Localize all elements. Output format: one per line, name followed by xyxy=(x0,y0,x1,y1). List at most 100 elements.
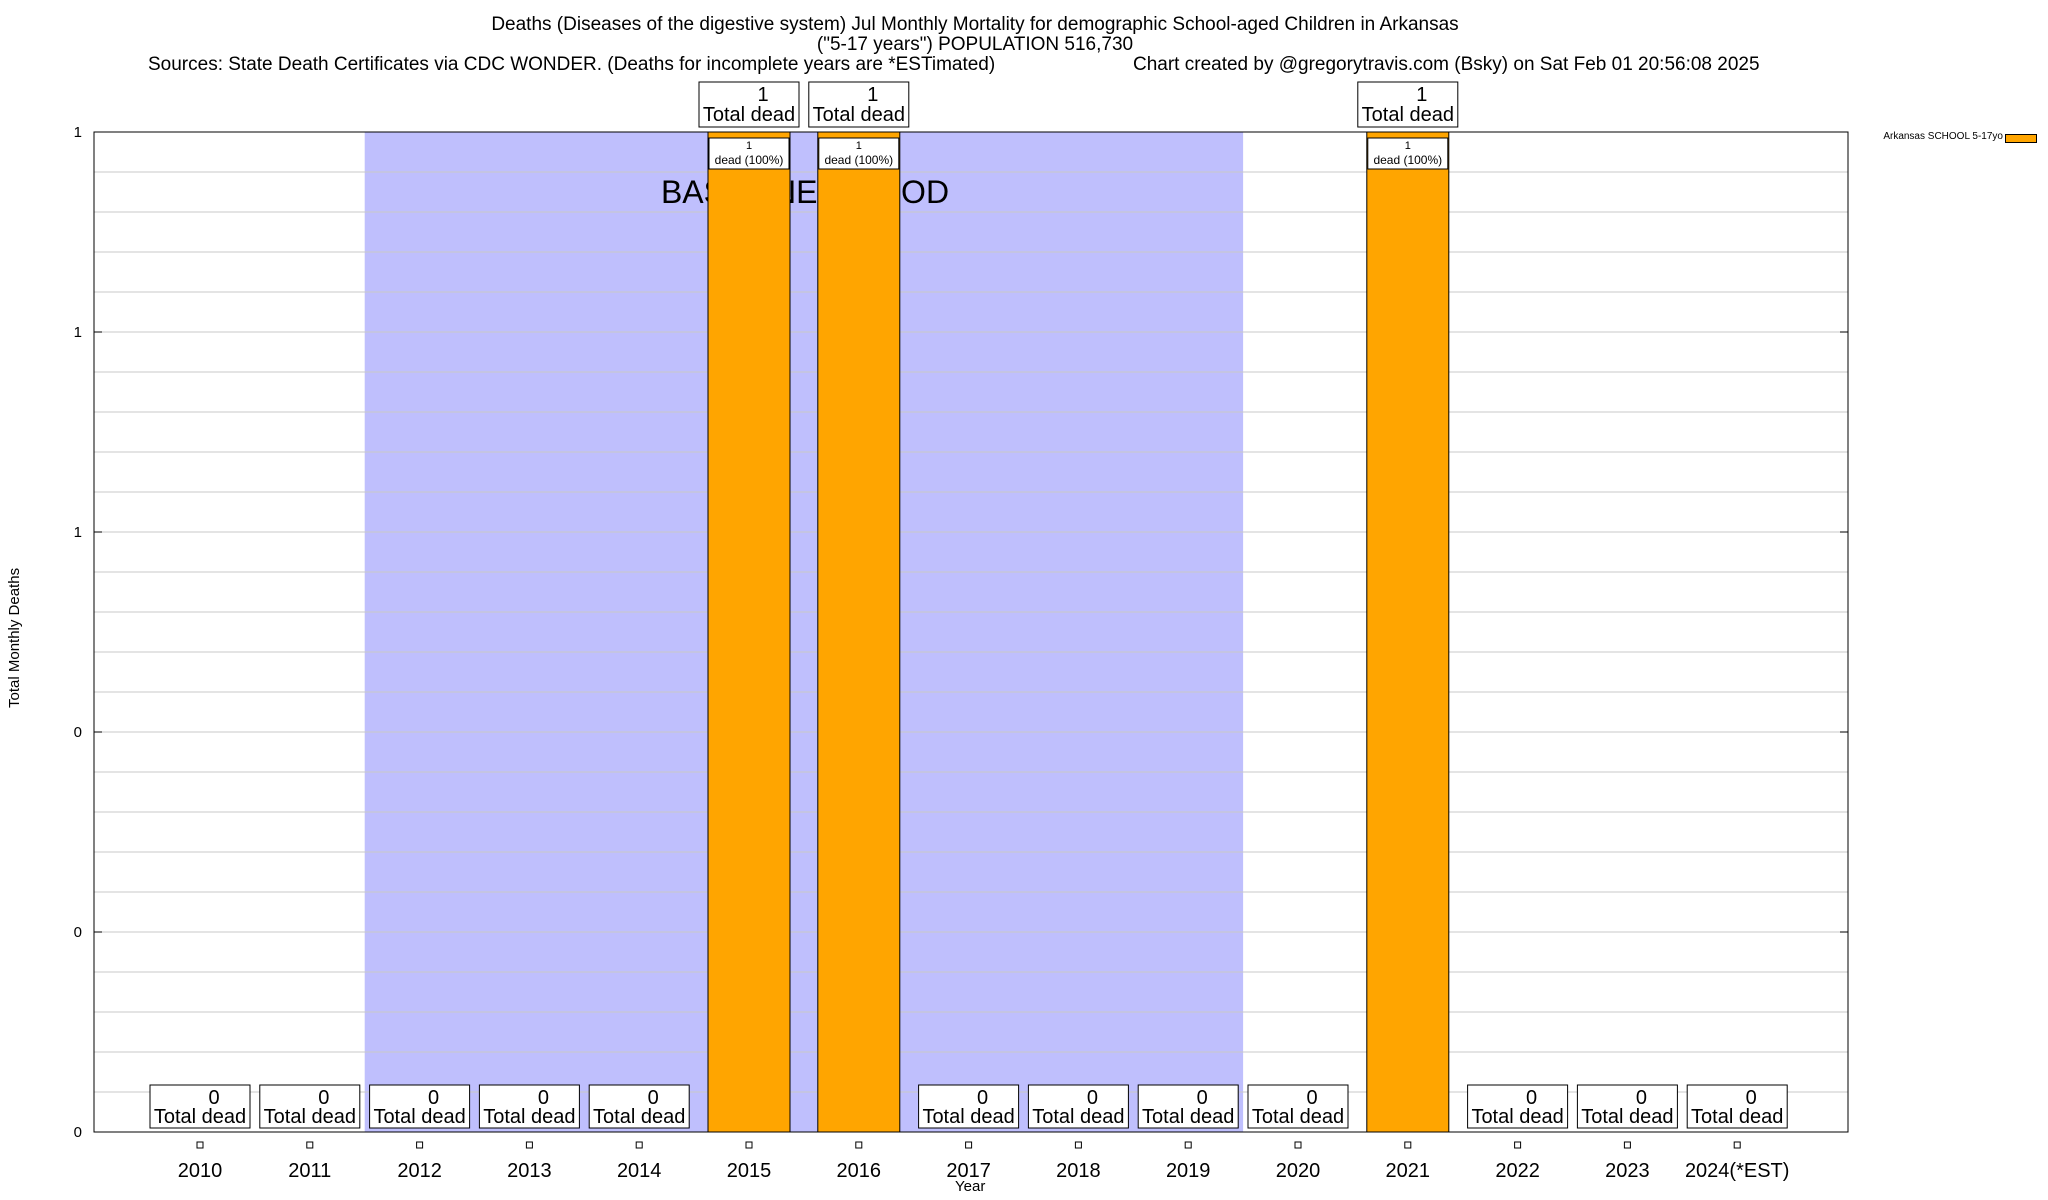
x-tick-marker xyxy=(306,1141,314,1149)
total-label-text: Total dead xyxy=(813,104,905,126)
total-label-text: Total dead xyxy=(1362,104,1454,126)
total-label-count: 0 xyxy=(318,1087,329,1109)
x-tick-marker xyxy=(635,1141,643,1149)
total-label-text: Total dead xyxy=(1581,1106,1673,1128)
bar xyxy=(707,131,791,1133)
x-tick-marker xyxy=(965,1141,973,1149)
bar-label-box xyxy=(818,137,900,170)
total-label-text: Total dead xyxy=(703,104,795,126)
total-label-count: 0 xyxy=(1746,1087,1757,1109)
bar-label-percent: dead (100%) xyxy=(824,153,893,167)
x-tick-marker xyxy=(855,1141,863,1149)
x-tick-marker xyxy=(1623,1141,1631,1149)
total-label-count: 0 xyxy=(1306,1087,1317,1109)
total-label-text: Total dead xyxy=(922,1106,1014,1128)
bar xyxy=(1366,131,1450,1133)
x-tick-marker xyxy=(1404,1141,1412,1149)
total-label-text: Total dead xyxy=(593,1106,685,1128)
x-tick-marker xyxy=(1514,1141,1522,1149)
y-tick-label: 1 xyxy=(74,524,82,541)
x-tick-label: 2019 xyxy=(1166,1160,1211,1182)
y-tick-label: 1 xyxy=(74,324,82,341)
x-tick-label: 2016 xyxy=(837,1160,882,1182)
total-label-count: 1 xyxy=(867,84,878,106)
total-label-count: 0 xyxy=(1087,1087,1098,1109)
x-tick-marker xyxy=(525,1141,533,1149)
chart-credit: Chart created by @gregorytravis.com (Bsk… xyxy=(1133,54,1760,75)
total-label-text: Total dead xyxy=(264,1106,356,1128)
y-axis-label: Total Monthly Deaths xyxy=(6,567,23,708)
total-label-box xyxy=(698,81,800,128)
y-tick-label: 0 xyxy=(74,1124,82,1141)
x-tick-marker xyxy=(416,1141,424,1149)
legend-swatch xyxy=(2005,134,2037,143)
x-tick-label: 2022 xyxy=(1495,1160,1540,1182)
total-label-box xyxy=(149,1084,251,1129)
total-label-box xyxy=(588,1084,690,1129)
total-label-box xyxy=(918,1084,1020,1129)
total-label-text: Total dead xyxy=(1252,1106,1344,1128)
x-tick-marker xyxy=(1074,1141,1082,1149)
total-label-text: Total dead xyxy=(154,1106,246,1128)
total-label-count: 0 xyxy=(428,1087,439,1109)
total-label-box xyxy=(259,1084,361,1129)
x-tick-marker xyxy=(196,1141,204,1149)
x-axis-label: Year xyxy=(955,1178,986,1195)
total-label-count: 0 xyxy=(538,1087,549,1109)
total-label-text: Total dead xyxy=(1142,1106,1234,1128)
total-label-box xyxy=(808,81,910,128)
total-label-count: 0 xyxy=(1636,1087,1647,1109)
total-label-box xyxy=(1137,1084,1239,1129)
bar-label-percent: dead (100%) xyxy=(1373,153,1442,167)
total-label-box xyxy=(1247,1084,1349,1129)
x-tick-label: 2010 xyxy=(178,1160,223,1182)
total-label-count: 0 xyxy=(208,1087,219,1109)
baseline-period-band xyxy=(364,132,1244,1132)
x-tick-marker xyxy=(1184,1141,1192,1149)
total-label-text: Total dead xyxy=(1691,1106,1783,1128)
bar-label-box xyxy=(1367,137,1449,170)
x-tick-label: 2024(*EST) xyxy=(1685,1160,1790,1182)
total-label-count: 0 xyxy=(977,1087,988,1109)
x-tick-label: 2023 xyxy=(1605,1160,1650,1182)
x-tick-label: 2013 xyxy=(507,1160,552,1182)
bar-label-count: 1 xyxy=(1405,140,1411,152)
bar-label-percent: dead (100%) xyxy=(715,153,784,167)
baseline-period-label: BASELINE PERIOD xyxy=(661,174,949,210)
bar-label-count: 1 xyxy=(746,140,752,152)
total-label-box xyxy=(1027,1084,1129,1129)
bar xyxy=(817,131,901,1133)
total-label-count: 1 xyxy=(757,84,768,106)
x-tick-marker xyxy=(1294,1141,1302,1149)
x-tick-label: 2015 xyxy=(727,1160,772,1182)
legend-label: Arkansas SCHOOL 5-17yo xyxy=(1883,131,2003,142)
x-tick-marker xyxy=(745,1141,753,1149)
total-label-box xyxy=(478,1084,580,1129)
plot-border xyxy=(93,131,1849,1133)
total-label-box xyxy=(1576,1084,1678,1129)
x-tick-label: 2017 xyxy=(946,1160,991,1182)
x-tick-marker xyxy=(1733,1141,1741,1149)
total-label-text: Total dead xyxy=(483,1106,575,1128)
total-label-text: Total dead xyxy=(1032,1106,1124,1128)
y-tick-label: 0 xyxy=(74,724,82,741)
chart-title-line-2: ("5-17 years") POPULATION 516,730 xyxy=(816,34,1134,55)
x-tick-label: 2021 xyxy=(1386,1160,1431,1182)
total-label-box xyxy=(369,1084,471,1129)
x-tick-label: 2014 xyxy=(617,1160,662,1182)
total-label-box xyxy=(1467,1084,1569,1129)
chart-title-line-1: Deaths (Diseases of the digestive system… xyxy=(491,14,1459,35)
total-label-count: 0 xyxy=(1197,1087,1208,1109)
total-label-text: Total dead xyxy=(373,1106,465,1128)
bar-label-count: 1 xyxy=(856,140,862,152)
total-label-count: 1 xyxy=(1416,84,1427,106)
x-tick-label: 2018 xyxy=(1056,1160,1101,1182)
y-tick-label: 0 xyxy=(74,924,82,941)
x-tick-label: 2020 xyxy=(1276,1160,1321,1182)
x-tick-label: 2012 xyxy=(397,1160,442,1182)
x-tick-label: 2011 xyxy=(288,1160,331,1182)
total-label-box xyxy=(1686,1084,1788,1129)
total-label-count: 0 xyxy=(648,1087,659,1109)
bar-label-box xyxy=(708,137,790,170)
